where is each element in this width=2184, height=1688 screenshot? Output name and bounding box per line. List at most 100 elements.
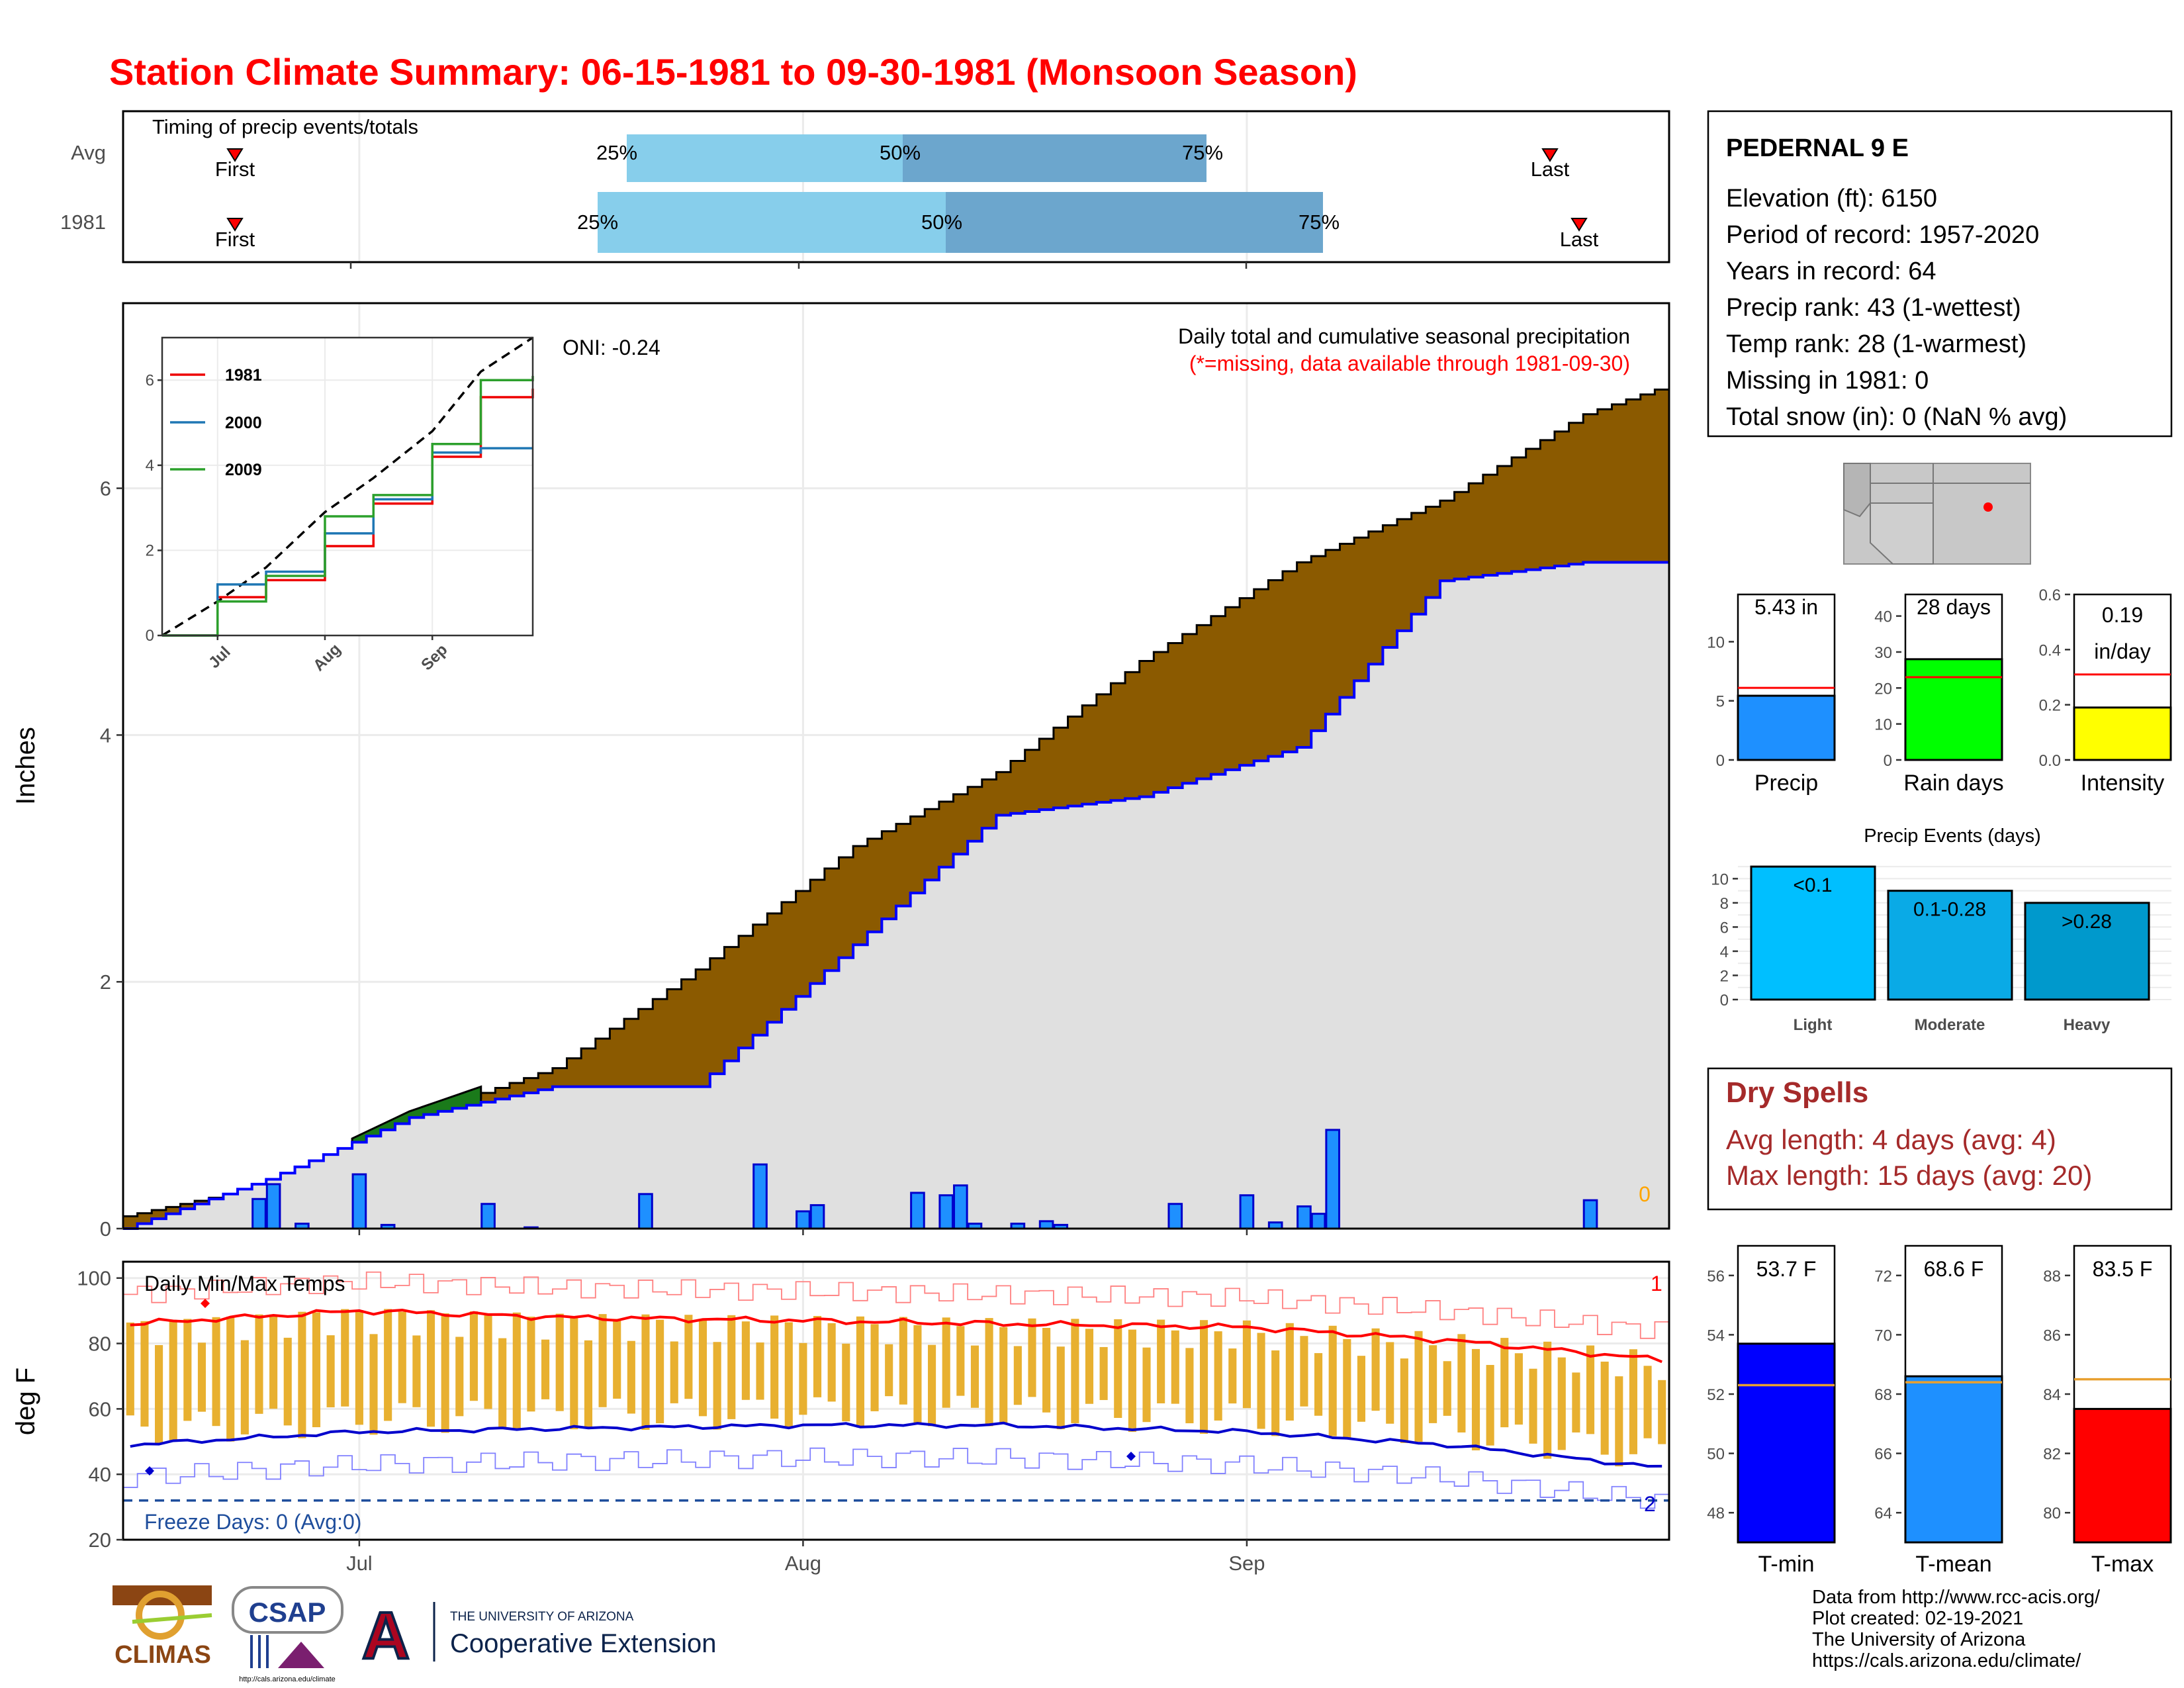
temp-bar-96	[1500, 1338, 1509, 1428]
temp-bar-29	[541, 1339, 550, 1399]
temp-bar-47	[799, 1342, 807, 1415]
temp-bar-28	[527, 1317, 535, 1412]
footer-credits: Data from http://www.rcc-acis.org/ Plot …	[1812, 1587, 2101, 1671]
timing-row-avg: Avg	[71, 141, 106, 164]
temp-bar-44	[756, 1342, 764, 1400]
temp-title: Daily Min/Max Temps	[144, 1272, 345, 1295]
temp-xtick-label-0: Jul	[346, 1552, 373, 1575]
raindays-y-tick-label-0: 0	[1884, 752, 1892, 770]
oni-value: ONI: -0.24	[563, 336, 660, 359]
temp-xtick-label-2: Sep	[1228, 1552, 1265, 1575]
temp-bar-38	[670, 1341, 678, 1403]
ua-logo-small: THE UNIVERSITY OF ARIZONA	[450, 1610, 634, 1624]
missing-count: 0	[1639, 1182, 1651, 1206]
events-bars: <0.1 Light 0.1-0.28 Moderate >0.28 Heavy	[1750, 865, 2150, 1034]
temp-bar-84	[1328, 1325, 1337, 1436]
events-yaxis: 0 2 4 6 8 10	[1711, 870, 1738, 1009]
climas-logo-text: CLIMAS	[114, 1641, 211, 1669]
intensity-y-tick-label-3: 0.6	[2039, 586, 2061, 604]
tmin-yaxis: 48 50 52 54 56	[1707, 1268, 1734, 1523]
main-ytick-label-1: 2	[100, 970, 111, 994]
csap-logo: CSAP http://cals.arizona.edu/climate	[232, 1586, 343, 1683]
main-ylabel: Inches	[11, 727, 40, 805]
temp-bar-79	[1257, 1333, 1265, 1429]
intensity-y-tick-label-0: 0.0	[2039, 752, 2061, 770]
temp-bar-36	[641, 1314, 650, 1430]
tmean-y-tick-label-0: 64	[1874, 1505, 1892, 1523]
temp-bar-3	[169, 1319, 177, 1442]
temp-bar-97	[1514, 1353, 1523, 1425]
temp-ytick-label-3: 80	[89, 1333, 111, 1356]
events-bar-value-0: <0.1	[1793, 874, 1832, 896]
temp-bar-81	[1285, 1323, 1294, 1421]
cumulative-normal-area	[123, 562, 1669, 1229]
temp-bar-74	[1185, 1348, 1194, 1424]
temp-ytick-label-0: 20	[89, 1528, 111, 1552]
temp-bar-31	[570, 1318, 578, 1430]
intensity-value: 0.19	[2102, 603, 2143, 627]
precip-value: 5.43 in	[1754, 595, 1818, 619]
intensity-y-tick-label-2: 0.4	[2039, 641, 2061, 659]
main-desc: Daily total and cumulative seasonal prec…	[1178, 324, 1630, 348]
station-precip-rank: Precip rank: 43 (1-wettest)	[1726, 294, 2021, 322]
temp-bar-25	[484, 1315, 492, 1409]
inset-yaxis: 0 2 4 6	[146, 371, 162, 645]
station-name: PEDERNAL 9 E	[1726, 134, 1909, 162]
dry-spells-avg: Avg length: 4 days (avg: 4)	[1726, 1124, 2056, 1155]
daily-precip-bar-10	[809, 1204, 825, 1230]
temp-bar-21	[426, 1310, 435, 1427]
dry-spells-panel: Dry Spells Avg length: 4 days (avg: 4) M…	[1707, 1067, 2173, 1211]
daily-precip-bar-3	[351, 1173, 367, 1230]
tmax-y-tick-label-1: 82	[2043, 1446, 2061, 1464]
temp-plot-bg	[123, 1262, 1669, 1540]
timing-1981-50-75	[946, 192, 1323, 253]
main-plot-frame	[122, 302, 1670, 1230]
temp-bar-54	[899, 1317, 907, 1405]
temp-bar-19	[398, 1311, 406, 1403]
temp-bar-18	[384, 1309, 392, 1421]
tmean-y-tick-label-1: 66	[1874, 1446, 1892, 1464]
temp-bar-78	[1242, 1320, 1251, 1409]
temp-bar-52	[870, 1324, 879, 1411]
footer-line-1: Data from http://www.rcc-acis.org/	[1812, 1587, 2101, 1608]
intensity-y-tick-label-1: 0.2	[2039, 697, 2061, 715]
timing-bars	[598, 134, 1323, 253]
events-bar-2	[2024, 902, 2150, 1001]
events-ytick-label-1: 2	[1720, 967, 1729, 985]
timing-avg-p75: 75%	[1182, 141, 1223, 164]
main-ytick-label-2: 4	[100, 724, 111, 747]
avg-tmax-line	[130, 1309, 1662, 1364]
intensity-unit: in/day	[2094, 639, 2150, 663]
temp-bar-22	[441, 1313, 449, 1433]
temp-bar-69	[1114, 1319, 1122, 1418]
station-elevation: Elevation (ft): 6150	[1726, 185, 1937, 212]
events-bar-label-0: Light	[1794, 1016, 1833, 1034]
temp-bar-93	[1457, 1334, 1466, 1432]
tmax-y-tick-label-4: 88	[2043, 1268, 2061, 1286]
station-missing: Missing in 1981: 0	[1726, 367, 1929, 395]
inset-ytick-label-0: 0	[146, 627, 154, 645]
tmax-yaxis: 80 82 84 86 88	[2043, 1268, 2070, 1523]
temp-bar-11	[283, 1337, 292, 1426]
events-bar-label-1: Moderate	[1915, 1016, 1985, 1034]
temp-bar-103	[1600, 1361, 1609, 1455]
temp-bar-87	[1371, 1328, 1380, 1411]
events-ytick-label-4: 8	[1720, 895, 1729, 913]
temp-bar-67	[1085, 1329, 1094, 1404]
temp-bar-73	[1171, 1330, 1179, 1404]
precip-events-panel: Precip Events (days) <0.1 Light 0.1-0.28 Mo…	[1711, 825, 2171, 1034]
climas-logo: CLIMAS	[113, 1585, 212, 1669]
temp-bar-9	[255, 1314, 263, 1414]
inset-bg	[162, 338, 533, 635]
temp-bar-53	[885, 1344, 893, 1397]
precip-y-tick-label-2: 10	[1707, 633, 1725, 651]
main-ytick-label-0: 0	[100, 1217, 111, 1241]
temp-bar-64	[1042, 1328, 1051, 1413]
temp-bar-1	[140, 1321, 149, 1427]
climas-logo-sun	[136, 1591, 185, 1640]
temp-bar-30	[555, 1313, 564, 1411]
daily-precip-bar-9	[796, 1210, 811, 1230]
temp-bar-56	[928, 1344, 936, 1427]
inset-2000-line	[162, 447, 533, 637]
summary-precip-bars: 5.43 in Precip 0 5 10 28 days Rain days 0 1…	[1707, 586, 2172, 796]
